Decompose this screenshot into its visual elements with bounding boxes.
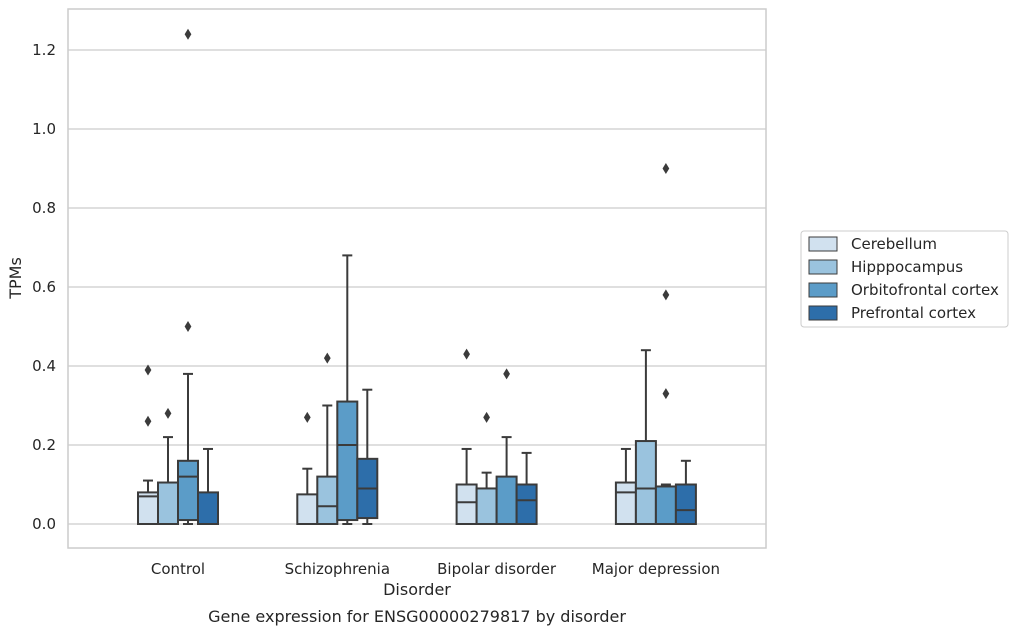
box-body — [614, 481, 637, 525]
legend-swatch — [808, 236, 838, 252]
y-tick-label: 1.0 — [32, 120, 56, 138]
box-2-3 — [654, 163, 677, 526]
y-tick-label: 0.8 — [32, 199, 56, 217]
chart-caption: Gene expression for ENSG00000279817 by d… — [208, 607, 626, 626]
outlier-point — [164, 407, 172, 419]
legend-label: Orbitofrontal cortex — [851, 281, 999, 299]
y-tick-label: 0.6 — [32, 278, 56, 296]
outlier-point — [503, 368, 510, 380]
outlier-point — [144, 364, 152, 376]
legend-label: Cerebellum — [851, 235, 937, 253]
box-body — [654, 485, 677, 526]
legend-swatch — [808, 259, 838, 275]
y-tick-label: 0.4 — [32, 357, 56, 375]
box-body — [475, 487, 498, 526]
outlier-point — [662, 289, 670, 301]
legend-swatch — [808, 305, 838, 321]
box-0-3 — [614, 447, 637, 525]
box-1-2 — [475, 411, 498, 526]
box-body — [157, 481, 179, 525]
x-tick-label: Major depression — [592, 560, 720, 578]
legend-label: Hipppocampus — [851, 258, 963, 276]
box-body — [634, 440, 657, 525]
box-1-0 — [157, 407, 179, 525]
box-1-3 — [634, 349, 657, 525]
box-2-1 — [336, 254, 359, 525]
box-2-2 — [495, 368, 518, 526]
y-tick-label: 1.2 — [32, 41, 56, 59]
outlier-point — [184, 28, 192, 40]
box-3-1 — [356, 388, 379, 525]
gridlines — [68, 49, 766, 525]
box-0-1 — [296, 411, 319, 525]
box-3-2 — [515, 451, 538, 525]
box-1-1 — [316, 352, 339, 526]
y-axis-ticks: 0.0 0.2 0.4 0.6 0.8 1.0 1.2 — [32, 41, 56, 533]
outlier-point — [662, 163, 670, 174]
outlier-point — [303, 411, 311, 423]
box-body — [455, 483, 478, 525]
boxes — [137, 28, 697, 526]
box-3-3 — [674, 459, 697, 525]
outlier-point — [323, 352, 331, 364]
y-tick-label: 0.2 — [32, 436, 56, 454]
outlier-point — [463, 348, 470, 360]
legend-swatch — [808, 282, 838, 298]
y-tick-label: 0.0 — [32, 515, 56, 533]
legend-frame — [800, 230, 1009, 328]
box-body — [515, 483, 538, 525]
x-axis-ticks: Control Schizophrenia Bipolar disorder Majo… — [151, 560, 720, 578]
plot-frame — [67, 8, 767, 549]
x-axis-title: Disorder — [383, 580, 451, 599]
box-body — [336, 400, 359, 522]
x-tick-label: Control — [151, 560, 205, 578]
y-axis-title: TPMs — [6, 257, 25, 300]
legend-label: Prefrontal cortex — [851, 304, 976, 322]
box-body — [197, 491, 219, 525]
legend: Cerebellum Hipppocampus Orbitofrontal cort… — [800, 230, 1009, 328]
outlier-point — [144, 415, 152, 427]
outlier-point — [483, 411, 490, 423]
box-body — [495, 475, 518, 526]
box-0-2 — [455, 348, 478, 525]
outlier-point — [184, 321, 192, 332]
outlier-point — [662, 388, 670, 400]
box-0-0 — [137, 364, 159, 525]
box-body — [177, 459, 199, 522]
box-3-0 — [197, 447, 219, 525]
x-tick-label: Bipolar disorder — [437, 560, 557, 578]
box-2-0 — [177, 28, 199, 525]
box-body — [296, 493, 319, 525]
box-body — [316, 475, 339, 526]
box-body — [674, 483, 697, 525]
x-tick-label: Schizophrenia — [285, 560, 390, 578]
